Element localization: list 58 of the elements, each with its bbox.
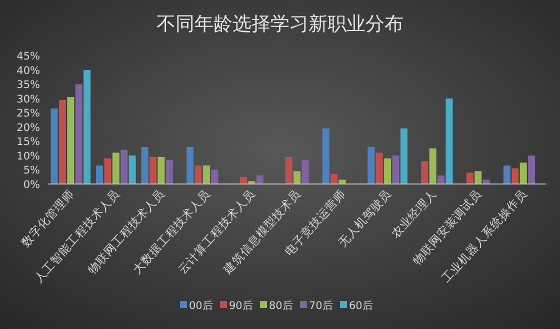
legend-label: 90后 xyxy=(229,299,254,312)
bar xyxy=(202,165,210,184)
y-tick-label: 0% xyxy=(23,179,40,191)
bar xyxy=(322,128,330,184)
y-tick-label: 5% xyxy=(23,164,40,177)
y-tick-label: 10% xyxy=(16,150,40,162)
y-tick-label: 45% xyxy=(16,50,40,63)
bar xyxy=(104,158,112,184)
bar xyxy=(368,146,375,184)
bar xyxy=(186,146,194,184)
bar xyxy=(482,180,490,184)
chart-title: 不同年龄选择学习新职业分布 xyxy=(156,13,404,35)
bar xyxy=(503,165,510,184)
bar xyxy=(240,176,248,184)
y-tick-label: 35% xyxy=(16,79,40,92)
bar xyxy=(446,98,453,184)
bar xyxy=(294,171,300,184)
bar xyxy=(338,180,346,184)
bar xyxy=(211,170,218,184)
bar xyxy=(512,168,519,184)
bar xyxy=(112,152,120,184)
bar xyxy=(84,70,91,184)
y-tick-label: 15% xyxy=(16,136,40,148)
bar xyxy=(96,165,104,184)
bar xyxy=(438,175,445,184)
bar xyxy=(384,158,392,184)
bar xyxy=(75,84,82,184)
bar xyxy=(194,165,202,184)
bar xyxy=(520,162,527,184)
bar xyxy=(330,174,338,184)
bar xyxy=(466,172,474,184)
bar xyxy=(50,108,58,184)
bar xyxy=(400,128,408,184)
bar xyxy=(158,156,165,184)
bar xyxy=(421,161,428,184)
y-tick-label: 20% xyxy=(16,122,40,134)
y-tick-label: 30% xyxy=(16,93,40,106)
bar xyxy=(67,97,74,184)
bar xyxy=(285,156,292,184)
bar xyxy=(256,175,264,184)
legend-label: 70后 xyxy=(309,299,334,312)
bar xyxy=(166,160,173,184)
bar xyxy=(141,146,148,184)
bar xyxy=(528,155,536,184)
bar xyxy=(429,148,436,184)
bar xyxy=(120,150,128,184)
bar xyxy=(392,155,400,184)
bar xyxy=(128,155,136,184)
bar xyxy=(302,160,309,184)
legend-label: 80后 xyxy=(269,299,294,312)
y-tick-label: 40% xyxy=(16,64,40,77)
legend-label: 00后 xyxy=(189,299,214,312)
bar xyxy=(474,171,482,184)
legend-label: 60后 xyxy=(349,299,374,312)
bar xyxy=(376,152,383,184)
y-tick-label: 25% xyxy=(16,108,40,120)
bar xyxy=(149,156,156,184)
bar xyxy=(58,100,66,184)
